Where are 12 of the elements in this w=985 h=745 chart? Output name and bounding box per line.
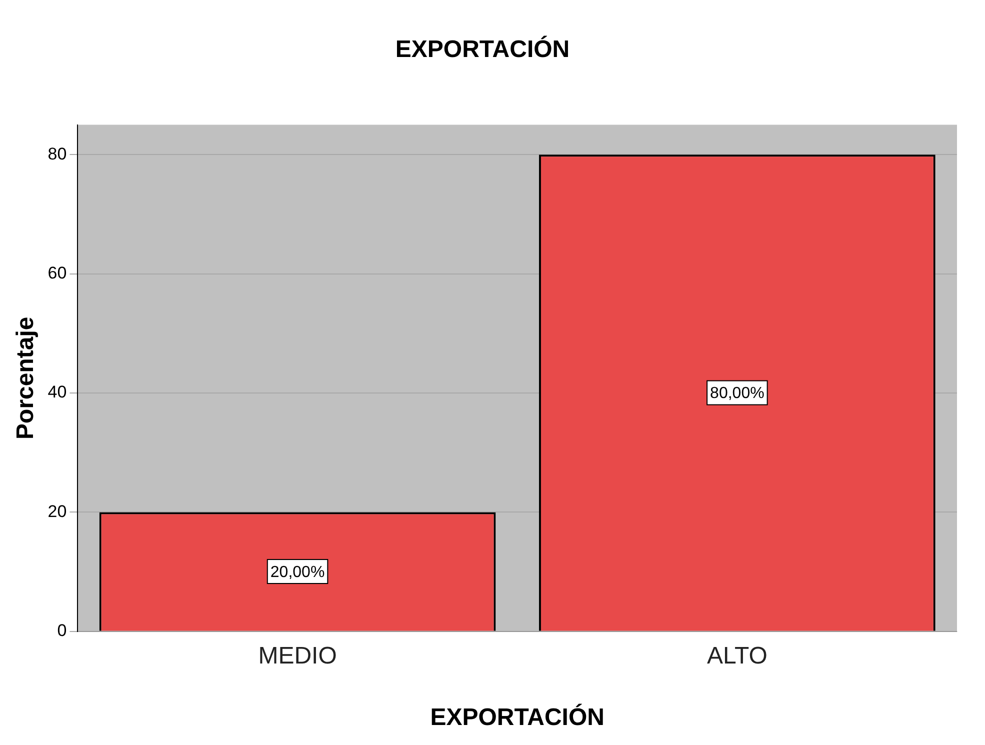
y-tick-label: 40 (48, 382, 67, 402)
y-tick-label: 80 (48, 144, 67, 164)
y-tick-label: 60 (48, 263, 67, 282)
x-tick-label: ALTO (706, 642, 768, 670)
chart-title: EXPORTACIÓN (395, 35, 570, 64)
y-tick-label: 0 (57, 621, 67, 640)
data-label: 80,00% (710, 385, 764, 402)
y-axis-title: Porcentaje (12, 316, 40, 440)
x-tick-label: MEDIO (258, 642, 337, 670)
y-tick-label: 20 (48, 502, 67, 521)
x-axis-title: EXPORTACIÓN (430, 703, 604, 732)
data-label: 20,00% (270, 564, 325, 581)
